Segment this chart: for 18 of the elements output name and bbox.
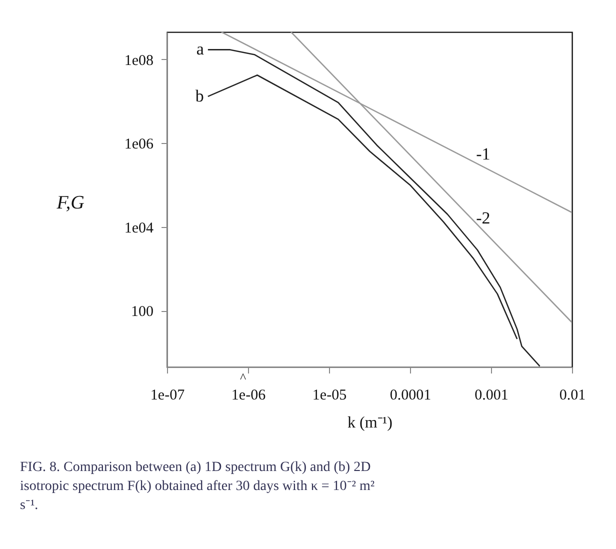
series-label: b xyxy=(195,86,204,106)
annotation: -1 xyxy=(476,144,490,164)
annotation: -2 xyxy=(476,208,490,228)
series-label: a xyxy=(196,40,204,59)
x-tick-label: 0.0001 xyxy=(390,388,432,404)
y-tick-label: 100 xyxy=(131,304,154,320)
x-tick-label: 0.01 xyxy=(559,388,586,404)
x-tick-label: 1e-06 xyxy=(231,388,266,404)
x-tick-label: 1e-05 xyxy=(312,388,347,404)
caption: FIG. 8. Comparison between (a) 1D spectrum G(k) and (b) 2D isotropic spectrum F(k) obtained after 30 days with κ = 10⁻² m² s⁻¹. xyxy=(20,460,375,513)
x-tick-label: 1e-07 xyxy=(150,388,186,404)
y-axis-title: F,G xyxy=(56,192,85,214)
text: ^ xyxy=(240,370,246,385)
y-tick-label: 1e06 xyxy=(124,136,154,153)
y-tick-label: 1e08 xyxy=(124,52,154,69)
x-axis-title: k (m⁻¹) xyxy=(348,414,392,432)
x-tick-label: 0.001 xyxy=(474,388,508,404)
y-tick-label: 1e04 xyxy=(124,220,154,236)
